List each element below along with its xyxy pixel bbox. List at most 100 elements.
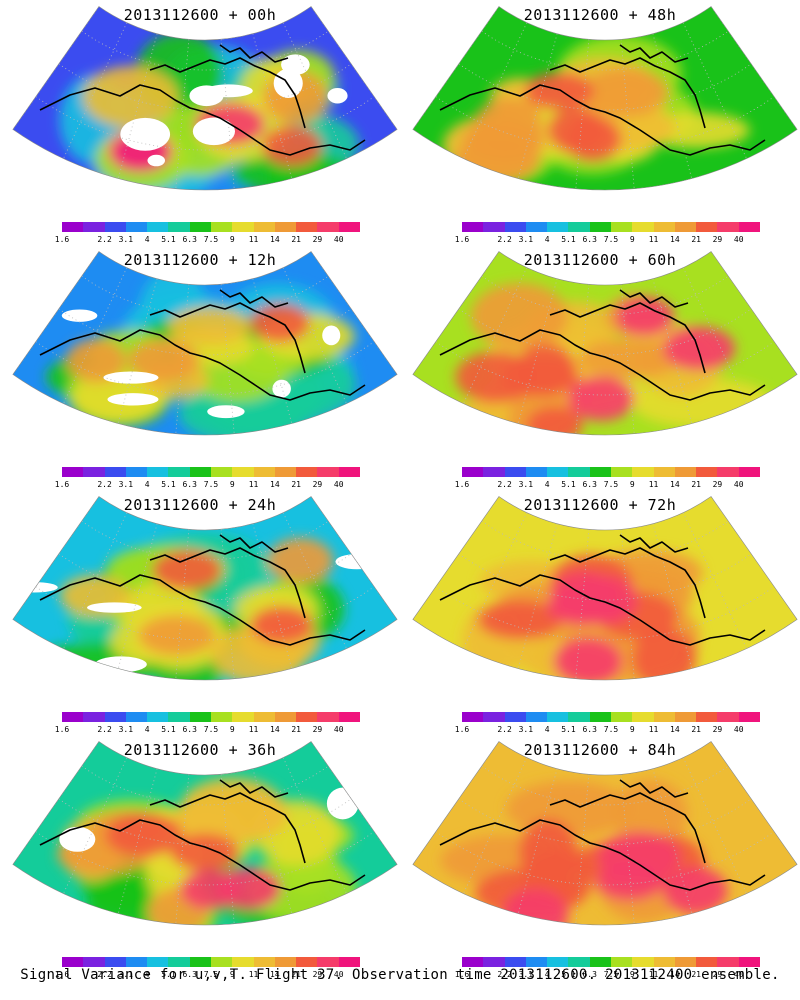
latitude-line <box>35 586 375 641</box>
colorbar-tick-label: 7.5 <box>603 235 619 244</box>
forecast-panel: 2013112600 + 12h 1.6 2.2 3.1 4 5.1 6.3 7.5 9 11 14… <box>0 245 400 490</box>
colorbar-tick-label: 3.1 <box>518 235 534 244</box>
colorbar-tick-label: 4 <box>144 235 150 244</box>
colorbar-swatch <box>274 957 297 967</box>
colorbar-swatch <box>610 712 633 722</box>
longitude-line <box>175 39 190 189</box>
domain-outline <box>412 6 798 191</box>
colorbar-tick-label: 9 <box>629 725 635 734</box>
coastline <box>39 44 366 156</box>
colorbar-tick-label: 3.1 <box>518 970 534 979</box>
coastline <box>39 289 366 401</box>
variance-map <box>12 741 398 926</box>
colorbar-swatch <box>168 712 190 722</box>
colorbar-tick-label: 11 <box>248 725 259 734</box>
longitude-line <box>575 529 590 679</box>
colorbar-tick-label: 7.5 <box>603 480 619 489</box>
colorbar-tick-label: 21 <box>691 725 701 734</box>
colorbar-swatch <box>274 467 297 477</box>
colorbar-tick-label: 3.1 <box>518 725 534 734</box>
colorbar-swatch <box>210 222 233 232</box>
figure-caption: Signal Variance for u,v,T. Flight 37. Ob… <box>20 967 780 983</box>
colorbar-tick-label: 5.1 <box>561 235 576 244</box>
colorbar-tick-label: 7.5 <box>603 725 619 734</box>
colorbar-swatch <box>232 467 254 477</box>
colorbar-tick-label: 1.6 <box>454 725 470 734</box>
colorbar-swatch <box>717 712 739 722</box>
missing-data-area <box>204 84 253 98</box>
colorbar-tick-label: 21 <box>291 480 301 489</box>
colorbar-tick-label: 21 <box>291 725 301 734</box>
colorbar-tick-label: 7.5 <box>203 480 219 489</box>
colorbar-tick-label: 5.1 <box>161 480 176 489</box>
domain-outline <box>12 496 398 681</box>
colorbar-tick-label: 29 <box>712 970 723 979</box>
missing-data-area <box>61 309 98 322</box>
colorbar-tick-label: 14 <box>270 725 280 734</box>
colorbar-tick-label: 6.3 <box>182 235 197 244</box>
colorbar-tick-label: 40 <box>333 970 344 979</box>
colorbar-swatch <box>253 712 275 722</box>
colorbar-tick-label: 40 <box>733 970 744 979</box>
colorbar-tick-label: 3.1 <box>118 725 134 734</box>
colorbar-swatch <box>83 957 105 967</box>
colorbar-swatch <box>274 222 297 232</box>
colorbar-swatch <box>504 712 526 722</box>
colorbar-swatch <box>317 467 339 477</box>
colorbar-swatch <box>483 467 505 477</box>
missing-data-area <box>327 87 348 104</box>
colorbar-tick-label: 3.1 <box>518 480 534 489</box>
forecast-panel: 2013112600 + 36h 1.6 2.2 3.1 4 5.1 6.3 7.5 9 11 14… <box>0 735 400 980</box>
colorbar-tick-label: 2.2 <box>497 970 512 979</box>
colorbar-tick-label: 11 <box>248 970 259 979</box>
colorbar-swatch <box>504 222 526 232</box>
longitude-line <box>463 22 528 159</box>
colorbar-tick-label: 29 <box>712 235 723 244</box>
colorbar-tick-label: 6.3 <box>182 725 197 734</box>
colorbar-swatch <box>232 712 254 722</box>
colorbar-tick-label: 5.1 <box>561 480 576 489</box>
domain-outline <box>412 496 798 681</box>
latitude-line <box>35 96 375 151</box>
colorbar-tick-label: 2.2 <box>497 725 512 734</box>
forecast-panel: 2013112600 + 00h 1.6 2.2 3.1 4 5.1 6.3 7.5 9 11 14… <box>0 0 400 245</box>
colorbar-tick-label: 1.6 <box>54 725 70 734</box>
missing-data-area <box>120 117 171 151</box>
colorbar-tick-label: 5.1 <box>161 725 176 734</box>
missing-data-area <box>147 154 166 167</box>
colorbar-swatch <box>568 957 590 967</box>
variance-field <box>33 532 345 681</box>
colorbar-tick-label: 11 <box>648 235 659 244</box>
longitude-line <box>175 774 190 924</box>
latitude-line <box>35 831 375 886</box>
colorbar-swatch <box>632 957 654 967</box>
forecast-panel: 2013112600 + 84h 1.6 2.2 3.1 4 5.1 6.3 7.5 9 11 14… <box>400 735 800 980</box>
colorbar-tick-label: 9 <box>629 480 635 489</box>
colorbar-swatch <box>525 712 548 722</box>
colorbar-tick-label: 21 <box>691 970 701 979</box>
colorbar-swatch <box>62 957 84 967</box>
colorbar-swatch <box>589 957 611 967</box>
colorbar-swatch <box>696 957 718 967</box>
colorbar-swatch <box>274 712 297 722</box>
colorbar-swatch <box>317 222 339 232</box>
colorbar-swatch <box>125 712 148 722</box>
colorbar-tick-label: 14 <box>270 480 280 489</box>
colorbar-swatch <box>189 957 211 967</box>
colorbar-tick-label: 1.6 <box>54 970 70 979</box>
latitude-line <box>458 308 752 356</box>
latitude-line <box>35 341 375 396</box>
colorbar-tick-label: 1.6 <box>454 480 470 489</box>
colorbar-swatch <box>296 467 318 477</box>
longitude-line <box>682 267 747 404</box>
colorbar-labels: 1.6 2.2 3.1 4 5.1 6.3 7.5 9 11 14 21 29 40 <box>55 725 360 735</box>
colorbar-tick-label: 4 <box>144 970 150 979</box>
colorbar-swatch <box>168 957 190 967</box>
colorbar-tick-label: 5.1 <box>161 235 176 244</box>
variance-map <box>412 741 798 926</box>
domain-outline <box>12 6 398 191</box>
panel-title: 2013112600 + 72h <box>523 496 677 514</box>
latitude-line <box>435 341 775 396</box>
colorbar-tick-label: 4 <box>544 725 550 734</box>
colorbar-tick-label: 14 <box>670 725 680 734</box>
